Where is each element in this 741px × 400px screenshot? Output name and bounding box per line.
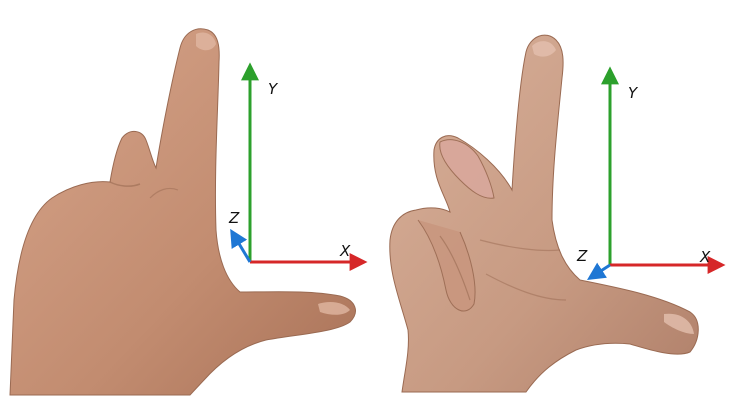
left-hand-image (9, 28, 356, 396)
left-y-axis-label: Y (268, 80, 278, 98)
right-folded-finger-1 (417, 219, 476, 312)
right-axes (586, 66, 726, 280)
right-hand-image (389, 34, 699, 393)
left-index-nail (196, 32, 216, 51)
left-thumb-nail (318, 302, 350, 315)
right-thumb-nail (664, 313, 694, 334)
right-z-axis (586, 262, 611, 280)
right-folded-finger-2 (439, 235, 471, 301)
left-hand-crease (109, 181, 141, 187)
left-z-axis-label: Z (229, 209, 240, 227)
left-axes (230, 62, 368, 271)
left-hand-shape (9, 28, 356, 396)
left-x-axis-label: X (340, 242, 351, 260)
left-hand-knuckle (149, 187, 179, 199)
right-z-axis-label: Z (577, 247, 588, 265)
left-z-axis (230, 228, 252, 263)
right-hand-shape (389, 34, 699, 393)
right-palm-line-1 (479, 239, 561, 252)
right-x-axis-label: X (700, 248, 711, 266)
right-y-axis-label: Y (628, 84, 638, 102)
right-thumb-tip (439, 139, 495, 199)
right-palm-line-2 (485, 273, 567, 301)
right-index-nail (532, 41, 556, 57)
